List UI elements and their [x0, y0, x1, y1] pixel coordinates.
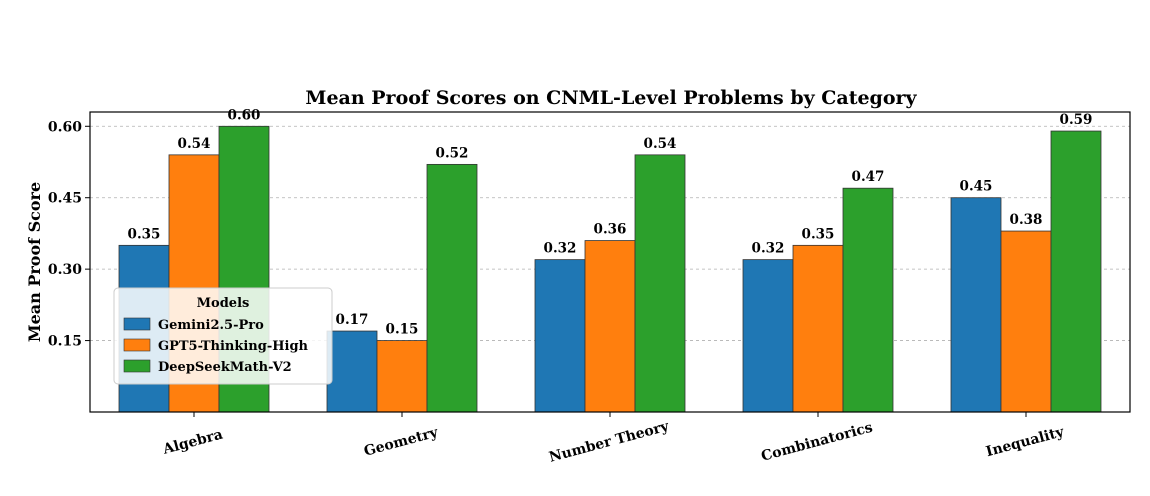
- legend-title: Models: [197, 296, 250, 311]
- x-tick-label: Combinatorics: [760, 420, 875, 465]
- legend-swatch: [123, 317, 151, 331]
- y-tick-label: 0.30: [48, 262, 82, 278]
- legend-box: [113, 287, 333, 385]
- data-label: 0.59: [1060, 112, 1093, 128]
- x-tick-label: Inequality: [984, 424, 1066, 460]
- data-label: 0.36: [594, 222, 627, 238]
- bar: [584, 240, 636, 413]
- legend-label: Gemini2.5-Pro: [158, 318, 264, 333]
- bar: [742, 259, 794, 413]
- bar: [376, 340, 428, 413]
- data-label: 0.17: [336, 312, 369, 328]
- data-label: 0.45: [960, 179, 993, 195]
- bar: [426, 163, 478, 413]
- legend-swatch: [123, 359, 151, 373]
- legend: Models Gemini2.5-Pro GPT5-Thinking-High De…: [113, 287, 333, 385]
- data-label: 0.32: [752, 241, 785, 257]
- data-label: 0.35: [802, 226, 835, 242]
- data-label: 0.38: [1010, 212, 1043, 228]
- x-axis: Algebra Geometry Number Theory Combinatoric…: [160, 412, 1066, 466]
- legend-label: GPT5-Thinking-High: [158, 339, 309, 354]
- bar: [326, 330, 378, 413]
- bar: [792, 244, 844, 413]
- data-label: 0.32: [544, 241, 577, 257]
- data-label: 0.54: [644, 136, 677, 152]
- bar: [842, 187, 894, 413]
- y-tick-label: 0.60: [48, 119, 82, 135]
- x-tick-label: Geometry: [362, 424, 440, 459]
- bar: [1000, 230, 1052, 413]
- legend-label: DeepSeekMath-V2: [158, 360, 292, 375]
- y-tick-label: 0.15: [48, 334, 82, 350]
- x-tick-label: Number Theory: [547, 418, 671, 466]
- y-axis-label: Mean Proof Score: [25, 182, 44, 342]
- data-label: 0.47: [852, 169, 885, 185]
- bar: [1050, 130, 1102, 413]
- data-label: 0.52: [436, 145, 469, 161]
- y-axis: 0.15 0.30 0.45 0.60: [48, 119, 90, 350]
- data-label: 0.54: [178, 136, 211, 152]
- x-tick-label: Algebra: [160, 426, 224, 458]
- bar: [950, 197, 1002, 413]
- chart-title: Mean Proof Scores on CNML-Level Problems…: [305, 87, 917, 109]
- data-label: 0.35: [128, 226, 161, 242]
- legend-swatch: [123, 338, 151, 352]
- data-label: 0.15: [386, 322, 419, 338]
- data-labels: 0.35 0.54 0.60 0.17 0.15 0.52 0.32 0.36 0.54 0.32…: [128, 107, 1093, 337]
- bars: [118, 125, 1102, 413]
- data-label: 0.60: [228, 107, 261, 123]
- bar: [534, 259, 586, 413]
- bar: [634, 154, 686, 413]
- y-tick-label: 0.45: [48, 191, 82, 207]
